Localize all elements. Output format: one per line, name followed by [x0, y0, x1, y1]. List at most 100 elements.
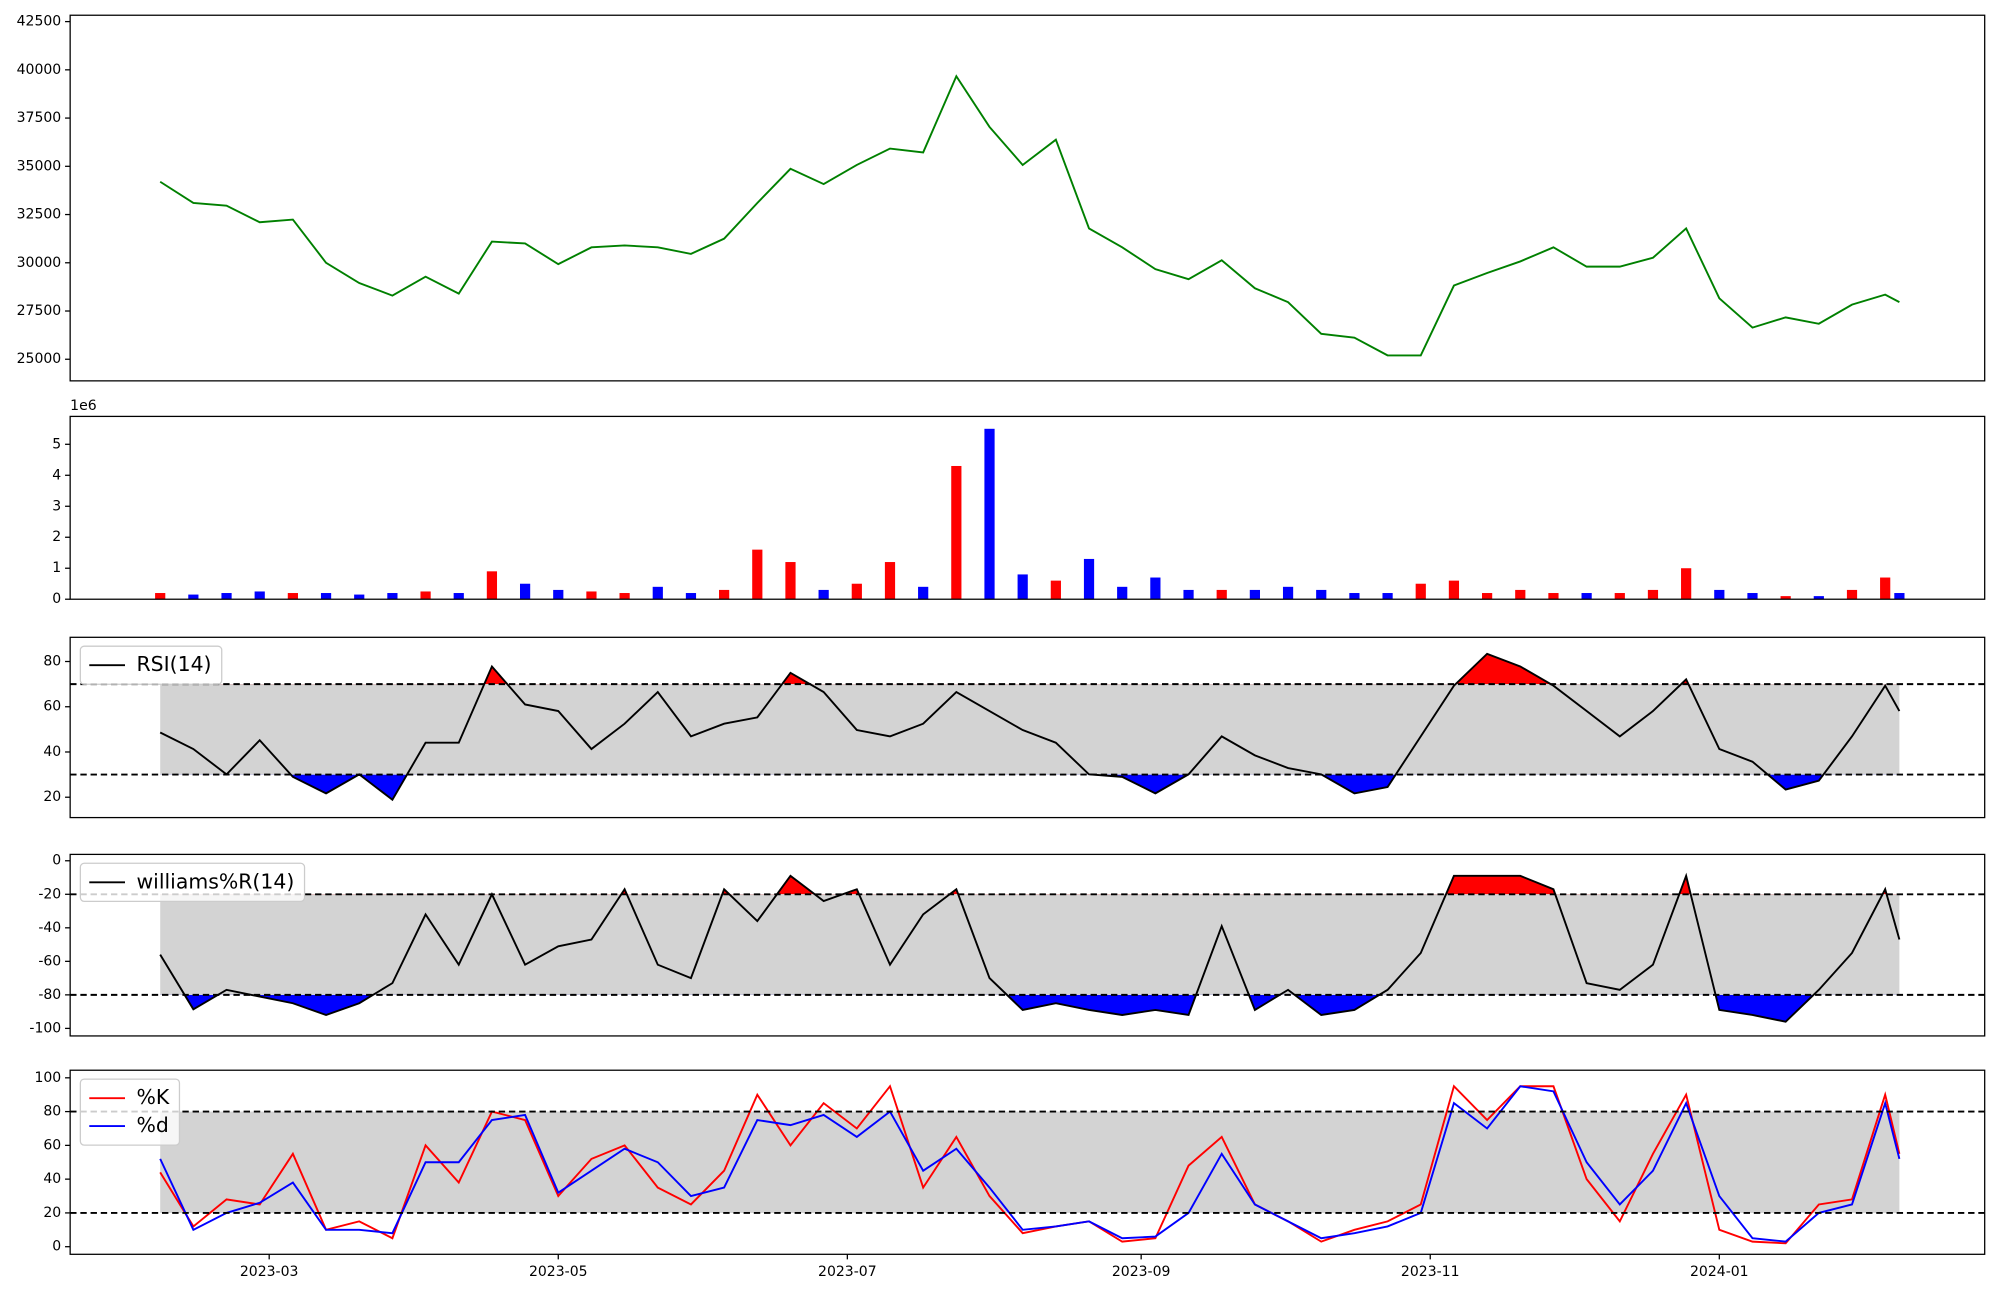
volume-bar [884, 562, 896, 600]
volume-bar [387, 593, 398, 600]
volume-bar [1448, 580, 1460, 600]
volume-bar [1017, 574, 1028, 600]
volume-bar [1415, 583, 1426, 600]
volume-bar [1614, 593, 1625, 600]
volume-bar [155, 593, 166, 600]
line [159, 652, 1901, 802]
volume-bar [1894, 593, 1905, 600]
legend-box [79, 645, 223, 685]
volume-bar [1813, 596, 1824, 600]
y-tick-label: -60 [38, 953, 61, 969]
y-tick-label: -100 [29, 1020, 61, 1036]
x-tick-label: 2023-03 [240, 1264, 299, 1280]
panel: 0 20 40 60 80 100 2023-03 2023-05 2023-07 2023-09… [34, 1069, 1986, 1280]
x-tick-label: 2023-05 [529, 1264, 588, 1280]
volume-bar [1117, 586, 1128, 600]
frame [69, 853, 1986, 1037]
y-tick-label: 5 [52, 436, 61, 452]
frame [69, 636, 1986, 819]
volume-bar [287, 593, 298, 600]
y-tick-label: 80 [43, 654, 61, 670]
volume-bar [1581, 593, 1592, 600]
x-tick-label: 2023-09 [1112, 1264, 1171, 1280]
volume-bar [918, 586, 929, 600]
y-tick-label: 25000 [17, 351, 62, 367]
volume-bar [685, 593, 697, 600]
y-tick-label: 32500 [17, 207, 62, 223]
legend-label: %d [136, 1113, 168, 1137]
band-fill [160, 1111, 1900, 1213]
volume-bar [1150, 577, 1161, 600]
y-tick-label: 40 [43, 744, 61, 760]
band-fill [160, 894, 1900, 995]
x-tick-label: 2024-01 [1690, 1264, 1749, 1280]
y-tick-label: 20 [43, 1205, 61, 1221]
panel: 20 40 60 80 [43, 636, 1986, 819]
y-tick-label: -80 [38, 987, 61, 1003]
y-tick-label: 1 [52, 560, 61, 576]
volume-bar [254, 591, 265, 600]
legend-label: %K [136, 1085, 169, 1109]
legend: RSI(14) [79, 645, 223, 685]
volume-bar [1216, 589, 1227, 600]
volume-bar [1880, 577, 1891, 600]
y-tick-label: 60 [43, 699, 61, 715]
y-tick-label: 3 [52, 498, 61, 514]
y-tick-label: 2 [52, 529, 61, 545]
y-tick-label: 30000 [17, 255, 62, 271]
volume-bar [851, 583, 862, 600]
frame [69, 1069, 1986, 1255]
frame [69, 14, 1986, 382]
y-tick-label: 0 [52, 591, 61, 607]
band-fill [160, 684, 1900, 775]
y-tick-label: -20 [38, 886, 61, 902]
volume-bar [1183, 589, 1194, 600]
volume-bar [1747, 593, 1758, 600]
y-tick-label: 20 [43, 789, 61, 805]
legend-label: RSI(14) [136, 652, 211, 676]
volume-bar [951, 465, 962, 600]
y-tick-label: 35000 [17, 158, 62, 174]
y-tick-label: 4 [52, 467, 61, 483]
volume-bar [1482, 593, 1493, 600]
volume-bar [619, 593, 630, 600]
y-tick-label: 40000 [17, 62, 62, 78]
line [159, 1084, 1901, 1245]
volume-bar [1780, 596, 1791, 600]
y-tick-label: 37500 [17, 110, 62, 126]
y-tick-label: 0 [52, 853, 61, 869]
y-tick-label: 27500 [17, 303, 62, 319]
volume-bar [1349, 593, 1360, 600]
x-tick-label: 2023-07 [818, 1264, 877, 1280]
volume-bar [1316, 589, 1327, 600]
volume-bar [486, 571, 498, 600]
axis-offset-label: 1e6 [70, 398, 97, 414]
volume-bar [420, 591, 431, 600]
volume-bar [785, 562, 796, 600]
volume-bar [818, 589, 829, 600]
volume-bar [586, 591, 597, 600]
volume-bar [1083, 558, 1095, 600]
volume-bar [1382, 593, 1393, 600]
y-tick-label: 40 [43, 1171, 61, 1187]
volume-bar [320, 593, 332, 600]
y-tick-label: 60 [43, 1137, 61, 1153]
volume-bar [188, 594, 199, 600]
volume-bar [354, 594, 365, 600]
volume-bar [719, 589, 730, 600]
y-tick-label: -40 [38, 920, 61, 936]
x-tick-label: 2023-11 [1401, 1264, 1460, 1280]
panel: 25000 27500 30000 32500 35000 37500 40000 42500 [17, 14, 1986, 382]
volume-bar [1714, 589, 1725, 600]
volume-bar [519, 583, 531, 600]
volume-bar [1050, 580, 1061, 600]
volume-bar [1846, 589, 1858, 600]
legend-box [79, 1078, 181, 1146]
frame [69, 415, 1986, 600]
line [159, 74, 1900, 357]
panel: -100 -80 -60 -40 -20 0 [29, 853, 1986, 1037]
y-tick-label: 80 [43, 1104, 61, 1120]
line [159, 872, 1901, 1023]
